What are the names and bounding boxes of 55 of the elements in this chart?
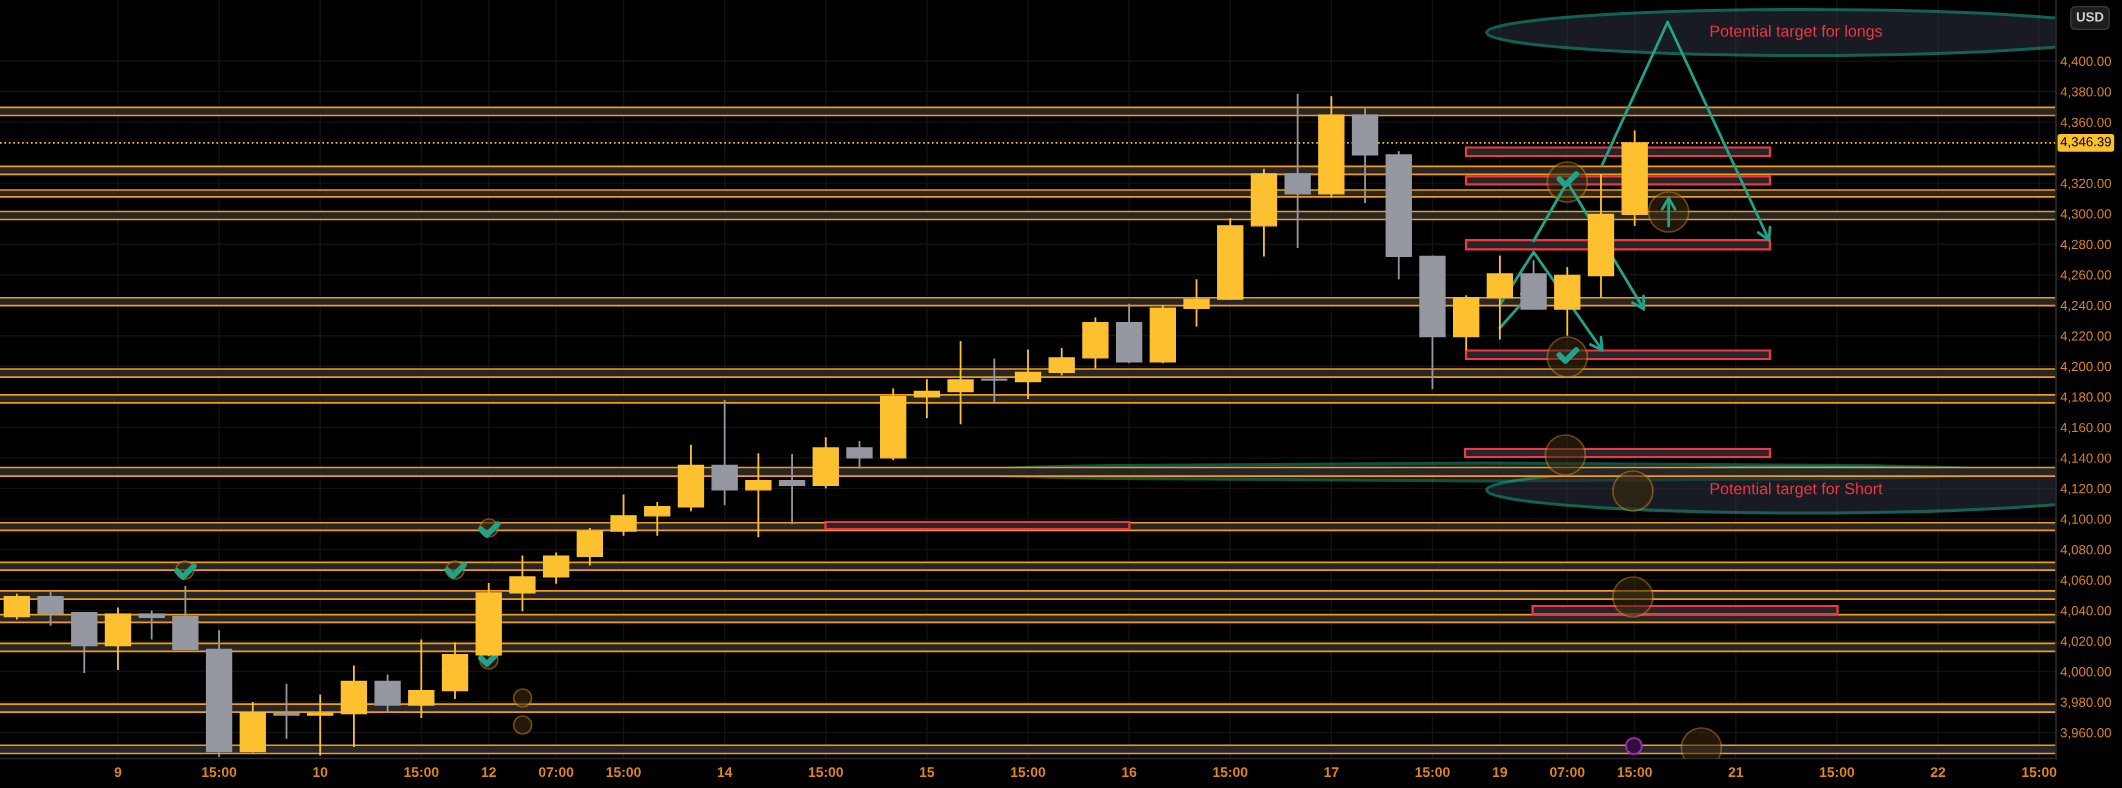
y-tick-label: 4,220.00 xyxy=(2060,331,2112,343)
y-tick-label: 4,000.00 xyxy=(2060,667,2112,678)
candlestick xyxy=(778,453,806,526)
x-tick-label: 15:00 xyxy=(606,767,641,778)
y-tick-label: 4,300.00 xyxy=(2060,209,2112,221)
y-tick-label: 4,080.00 xyxy=(2060,544,2112,556)
y-tick-label: 3,980.00 xyxy=(2060,697,2112,709)
x-tick-label: 21 xyxy=(1728,767,1744,777)
y-tick-label: 4,060.00 xyxy=(2060,575,2112,587)
y-tick-label: 4,260.00 xyxy=(2060,270,2112,282)
x-tick-label: 15:00 xyxy=(1011,767,1046,778)
x-tick-label: 15:00 xyxy=(1213,767,1248,778)
y-tick-label: 4,020.00 xyxy=(2060,636,2112,648)
candlestick xyxy=(745,452,772,539)
candlestick xyxy=(307,693,334,757)
y-tick-label: 4,140.00 xyxy=(2060,453,2112,465)
candlestick xyxy=(273,682,300,740)
x-tick-label: 15:00 xyxy=(1820,767,1855,778)
y-tick-label: 4,040.00 xyxy=(2060,606,2112,617)
x-tick-label: 12 xyxy=(481,767,496,777)
x-tick-label: 07:00 xyxy=(1550,767,1585,778)
y-tick-label: 4,240.00 xyxy=(2060,300,2112,312)
candlestick xyxy=(981,357,1008,405)
x-tick-label: 14 xyxy=(717,767,733,777)
ref-line-label: 4,346.39 xyxy=(2060,137,2111,148)
y-tick-label: 4,320.00 xyxy=(2060,178,2112,190)
x-tick-label: 16 xyxy=(1122,767,1137,778)
y-tick-label: 4,380.00 xyxy=(2060,87,2112,99)
y-tick-label: 4,160.00 xyxy=(2060,422,2112,434)
x-tick-label: 9 xyxy=(114,767,122,778)
y-tick-label: 4,200.00 xyxy=(2060,361,2112,373)
text: USD xyxy=(2076,12,2104,22)
annotation: Potential target for Short xyxy=(1710,482,1883,498)
x-tick-label: 15:00 xyxy=(808,767,843,778)
y-tick-label: 4,400.00 xyxy=(2060,56,2112,68)
y-tick-label: 4,100.00 xyxy=(2060,514,2112,526)
x-tick-label: 19 xyxy=(1493,767,1508,778)
annotation: Potential target for longs xyxy=(1710,25,1882,40)
y-tick-label: 4,280.00 xyxy=(2060,239,2112,251)
x-tick-label: 22 xyxy=(1930,767,1946,777)
y-tick-label: 4,120.00 xyxy=(2060,483,2112,495)
y-tick-label: 4,180.00 xyxy=(2060,392,2112,404)
x-tick-label: 15:00 xyxy=(2022,767,2057,778)
x-tick-label: 07:00 xyxy=(538,767,574,778)
x-tick-label: 15:00 xyxy=(1415,767,1450,778)
x-tick-label: 17 xyxy=(1324,767,1339,777)
x-tick-label: 15:00 xyxy=(202,767,237,778)
y-tick-label: 4,360.00 xyxy=(2060,117,2112,129)
x-tick-label: 15:00 xyxy=(1617,767,1652,778)
x-tick-label: 10 xyxy=(313,767,328,778)
y-tick-label: 3,960.00 xyxy=(2060,728,2112,740)
x-tick-label: 15:00 xyxy=(404,767,439,778)
candlestick xyxy=(138,609,165,641)
x-tick-label: 15 xyxy=(920,767,935,778)
candlestick xyxy=(947,340,974,426)
